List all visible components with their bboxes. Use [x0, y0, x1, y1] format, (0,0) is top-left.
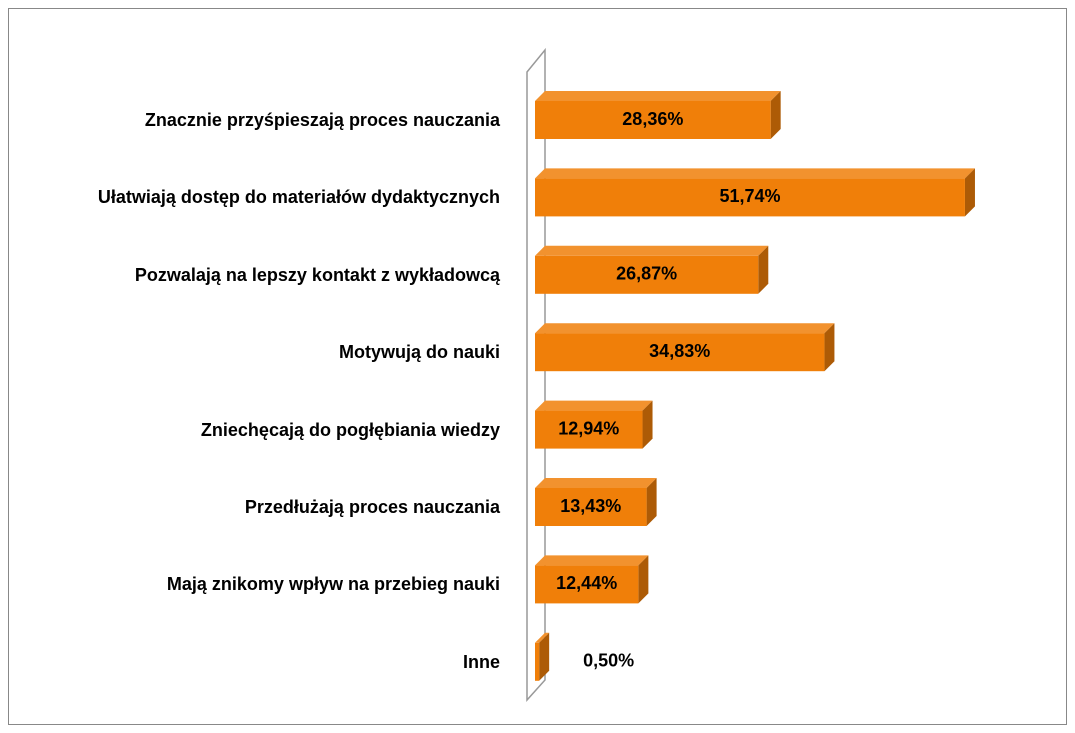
value-label: 12,94%	[558, 418, 619, 438]
category-label: Przedłużają proces nauczania	[244, 497, 500, 517]
bar	[535, 245, 769, 294]
bar-side	[758, 245, 769, 294]
value-label: 34,83%	[649, 341, 710, 361]
value-label: 51,74%	[719, 186, 780, 206]
category-label: Ułatwiają dostęp do materiałów dydaktycz…	[97, 187, 500, 208]
bar-front	[535, 255, 759, 294]
bar-side	[646, 478, 657, 526]
bar-top	[535, 632, 550, 643]
value-label: 26,87%	[616, 264, 677, 284]
category-label: Pozwalają na lepszy kontakt z wykładowcą	[134, 264, 500, 285]
bar	[535, 323, 835, 372]
bar-front	[535, 488, 647, 526]
bar-top	[535, 168, 975, 179]
bar-side	[964, 168, 975, 217]
category-label: Motywują do nauki	[338, 342, 500, 363]
value-label: 13,43%	[560, 496, 621, 516]
chart-frame	[8, 8, 1067, 725]
bar-top	[535, 323, 835, 334]
bar-front	[535, 565, 639, 604]
category-label: Zniechęcają do pogłębiania wiedzy	[200, 419, 500, 440]
bar-side	[539, 632, 550, 681]
bar-side	[638, 555, 649, 604]
bar-front	[535, 410, 643, 449]
bar-front	[535, 178, 965, 217]
category-label: Inne	[462, 651, 500, 672]
category-label: Mają znikomy wpływ na przebieg nauki	[166, 574, 500, 595]
back-wall	[526, 47, 546, 702]
bar-side	[642, 400, 653, 449]
value-label: 0,50%	[583, 651, 634, 671]
category-label: Znacznie przyśpieszają proces nauczania	[144, 110, 500, 130]
bar-front	[535, 642, 540, 681]
bar	[535, 555, 649, 604]
value-label: 12,44%	[556, 573, 617, 593]
bar-top	[535, 400, 653, 411]
bar-top	[535, 555, 649, 566]
bar	[535, 91, 781, 139]
bar	[535, 168, 975, 217]
bar-front	[535, 101, 771, 139]
bar-top	[535, 91, 781, 101]
bar-top	[535, 245, 769, 256]
bar	[535, 632, 550, 681]
value-label: 28,36%	[622, 109, 683, 129]
bar-side	[824, 323, 835, 372]
bar-front	[535, 333, 825, 372]
bar-top	[535, 478, 657, 488]
bar	[535, 400, 653, 449]
bar	[535, 478, 657, 526]
bar-side	[770, 91, 781, 139]
